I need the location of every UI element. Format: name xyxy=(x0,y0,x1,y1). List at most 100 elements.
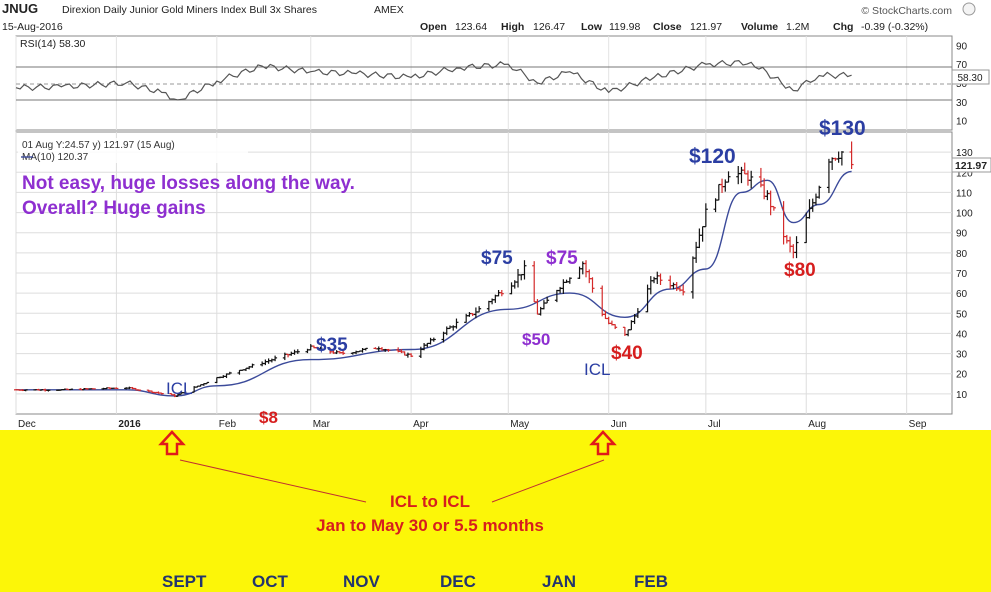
ohlc-bar xyxy=(658,273,663,286)
price-tick-label: 120 xyxy=(956,168,973,179)
price-tick-label: 30 xyxy=(956,350,968,361)
ohlc-bar xyxy=(703,203,708,228)
ohlc-bar xyxy=(635,308,640,319)
ohlc-bar xyxy=(227,371,232,375)
chart-fund-name: Direxion Daily Junior Gold Miners Index … xyxy=(62,4,317,16)
connector-line-left xyxy=(179,459,367,503)
x-axis-label: Apr xyxy=(413,419,429,430)
annotation-120: $120 xyxy=(689,145,736,168)
x-axis-label: Sep xyxy=(909,419,927,430)
rsi-tick-label: 30 xyxy=(956,98,968,109)
stockcharts-source: © StockCharts.com xyxy=(861,5,952,17)
ohlc-bar xyxy=(295,349,300,354)
ohlc-bar xyxy=(318,346,323,350)
price-tick-label: 80 xyxy=(956,249,968,260)
headline-line2: Overall? Huge gains xyxy=(22,198,206,219)
x-axis-label: Jun xyxy=(611,419,627,430)
bottom-month-nov: NOV xyxy=(343,572,380,591)
chg-value: -0.39 (-0.32%) xyxy=(861,21,928,33)
connector-line-right xyxy=(491,459,605,503)
ohlc-bar xyxy=(817,185,822,199)
ohlc-bar xyxy=(273,355,278,362)
rsi-last-badge xyxy=(951,69,990,85)
chart-date: 15-Aug-2016 xyxy=(2,21,63,33)
headline-line1: Not easy, huge losses along the way. xyxy=(22,173,355,194)
ohlc-bar xyxy=(114,387,119,390)
price-last-badge-text: 121.97 xyxy=(955,160,987,172)
open-value: 123.64 xyxy=(455,21,487,33)
ohlc-bar xyxy=(794,236,799,259)
ohlc-bar xyxy=(771,205,776,211)
price-tick-label: 70 xyxy=(956,269,968,280)
rsi-tick-label: 10 xyxy=(956,117,968,128)
icl-span-line2: Jan to May 30 or 5.5 months xyxy=(316,516,544,535)
ohlc-bar xyxy=(341,350,346,355)
annotation-icl-2: ICL xyxy=(584,360,610,379)
ohlc-bar xyxy=(205,381,210,385)
icl-up-arrow-left-icon xyxy=(158,430,186,456)
bottom-month-row: SEPT OCT NOV DEC JAN FEB xyxy=(0,572,991,592)
annotation-50: $50 xyxy=(522,330,550,349)
bottom-month-jan: JAN xyxy=(542,572,577,591)
ohlc-bar xyxy=(69,388,74,391)
icl-arrows-svg xyxy=(158,430,617,503)
bottom-month-feb: FEB xyxy=(634,572,668,591)
price-last-badge xyxy=(951,157,991,173)
icl-span-line1: ICL to ICL xyxy=(390,492,470,511)
ohlc-bar xyxy=(409,353,414,358)
rsi-tick-label: 90 xyxy=(956,41,968,52)
price-tick-label: 130 xyxy=(956,148,973,159)
ohlc-bar xyxy=(726,171,731,183)
ohlc-bar xyxy=(477,306,482,313)
bottom-month-oct: OCT xyxy=(252,572,288,591)
ohlc-bar xyxy=(681,284,686,296)
annotation-35: $35 xyxy=(316,335,348,356)
chart-exchange: AMEX xyxy=(374,4,404,16)
ohlc-bar xyxy=(431,337,436,342)
ohlc-bar xyxy=(499,289,504,297)
high-value: 126.47 xyxy=(533,21,565,33)
ohlc-bar xyxy=(590,277,595,293)
price-legend-box xyxy=(18,138,248,163)
open-label: Open xyxy=(420,21,447,33)
price-tick-label: 100 xyxy=(956,209,973,220)
close-value: 121.97 xyxy=(690,21,722,33)
low-value: 119.98 xyxy=(609,21,640,33)
low-label: Low xyxy=(581,21,603,33)
ohlc-bar xyxy=(545,296,550,304)
price-tick-label: 90 xyxy=(956,229,968,240)
ohlc-bar xyxy=(839,151,844,166)
x-axis-label: Dec xyxy=(18,419,36,430)
chart-symbol: JNUG xyxy=(2,1,38,16)
ohlc-bar xyxy=(386,348,391,352)
price-tick-label: 110 xyxy=(956,188,972,199)
annotation-75b: $75 xyxy=(546,248,578,269)
settings-circle-icon xyxy=(962,2,976,16)
price-legend-line1: 01 Aug Y:24.57 y) 121.97 (15 Aug) xyxy=(22,140,175,151)
x-axis-label: 2016 xyxy=(118,419,141,430)
x-axis-label: Jul xyxy=(708,419,721,430)
annotation-icl-1: ICL xyxy=(166,379,192,398)
price-tick-label: 20 xyxy=(956,370,968,381)
price-tick-label: 40 xyxy=(956,329,968,340)
high-label: High xyxy=(501,21,524,33)
x-axis-label: Mar xyxy=(313,419,331,430)
rsi-line xyxy=(15,59,852,101)
ohlc-bar xyxy=(250,363,255,368)
volume-label: Volume xyxy=(741,21,778,33)
annotation-130: $130 xyxy=(819,117,866,140)
chg-label: Chg xyxy=(833,21,853,33)
bottom-month-dec: DEC xyxy=(440,572,476,591)
ma10-line xyxy=(16,170,852,397)
price-tick-label: 10 xyxy=(956,390,968,401)
ohlc-bar xyxy=(749,170,754,189)
ohlc-bar xyxy=(522,260,527,280)
rsi-last-badge-text: 58.30 xyxy=(957,73,982,84)
ohlc-bar xyxy=(454,318,459,329)
close-label: Close xyxy=(653,21,682,33)
annotation-75a: $75 xyxy=(481,248,513,269)
x-axis-label: May xyxy=(510,419,529,430)
ohlc-bar xyxy=(613,324,618,330)
highlight-panel: ICL to ICL Jan to May 30 or 5.5 months xyxy=(0,430,991,592)
rsi-label: RSI(14) 58.30 xyxy=(20,38,86,50)
